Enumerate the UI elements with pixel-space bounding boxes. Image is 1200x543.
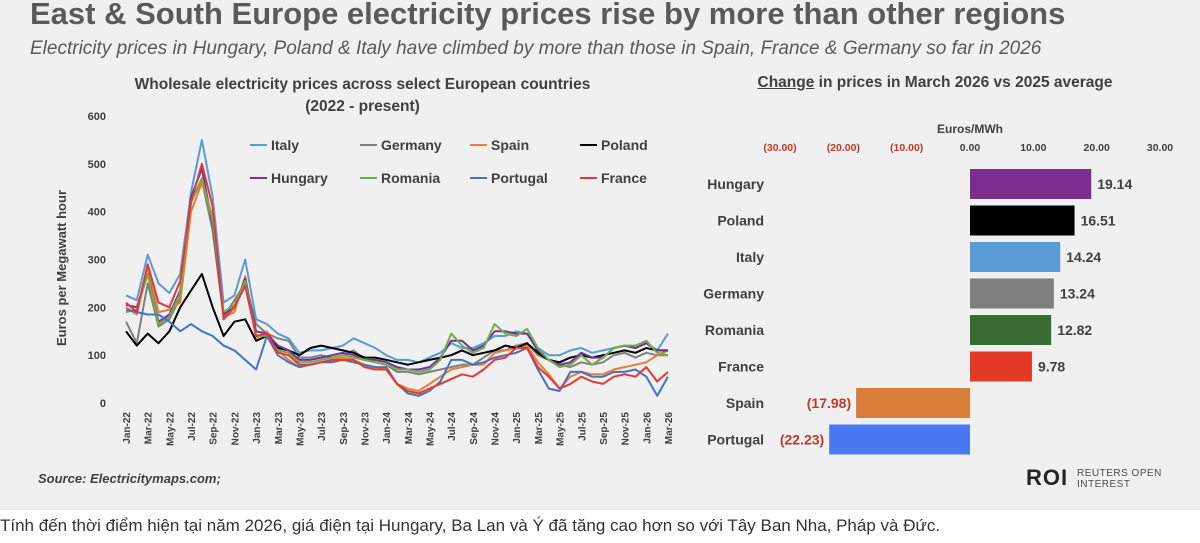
bar-value-label: 9.78 xyxy=(1038,359,1065,375)
x-tick-label: Mar-23 xyxy=(274,412,285,445)
bar-category-label: Italy xyxy=(736,249,764,265)
line-chart-title-line1: Wholesale electricity prices across sele… xyxy=(134,76,591,93)
bar-axis-label: Euros/MWh xyxy=(937,122,1003,136)
source-note: Source: Electricitymaps.com; xyxy=(38,471,221,486)
bar xyxy=(856,388,970,418)
bar-chart-title-underlined: Change xyxy=(757,74,815,91)
bar xyxy=(829,424,970,455)
bar-chart-title: Change in prices in March 2026 vs 2025 a… xyxy=(720,74,1150,92)
bar xyxy=(970,351,1032,382)
x-tick-label: Sep-24 xyxy=(469,412,480,445)
bar-x-tick-label: (30.00) xyxy=(763,142,796,154)
article-caption: Tính đến thời điểm hiện tại năm 2026, gi… xyxy=(0,516,941,535)
x-tick-label: Jul-23 xyxy=(317,412,328,441)
roi-logo: ROI xyxy=(1026,465,1069,490)
roi-logo-text-line1: REUTERS OPEN xyxy=(1077,468,1162,479)
bar-x-tick-label: 10.00 xyxy=(1020,142,1046,154)
bar xyxy=(970,242,1061,272)
y-axis-label: Euros per Megawatt hour xyxy=(54,190,69,346)
x-tick-label: Nov-22 xyxy=(230,412,241,446)
x-tick-label: Mar-24 xyxy=(404,412,415,445)
main-subtitle: Electricity prices in Hungary, Poland & … xyxy=(30,38,1042,59)
y-tick-label: 300 xyxy=(88,255,106,267)
bar-value-label: 13.24 xyxy=(1060,286,1095,302)
x-tick-label: Jan-24 xyxy=(382,412,393,444)
bar-category-label: Poland xyxy=(717,213,764,229)
x-tick-label: Sep-22 xyxy=(209,412,220,445)
x-tick-label: Mar-25 xyxy=(534,412,545,445)
bar xyxy=(970,169,1092,199)
x-tick-label: Jul-22 xyxy=(187,412,198,441)
legend-label: Hungary xyxy=(271,170,328,186)
x-tick-label: Nov-23 xyxy=(360,412,371,446)
bar-value-label: 12.82 xyxy=(1057,322,1092,338)
bar xyxy=(970,278,1054,309)
series-line xyxy=(125,162,669,395)
bar xyxy=(970,205,1075,236)
line-chart-title: Wholesale electricity prices across sele… xyxy=(80,74,645,118)
x-tick-label: Jan-22 xyxy=(122,412,133,444)
x-tick-label: Jan-26 xyxy=(642,412,653,444)
bar-category-label: France xyxy=(718,359,764,375)
legend-label: Poland xyxy=(601,137,648,153)
y-tick-label: 0 xyxy=(100,398,106,410)
bar-category-label: Hungary xyxy=(707,176,764,192)
legend-label: Germany xyxy=(381,137,442,153)
bar xyxy=(970,315,1052,345)
main-title: East & South Europe electricity prices r… xyxy=(30,0,1066,31)
legend-label: Spain xyxy=(491,137,529,153)
x-tick-label: Jan-23 xyxy=(252,412,263,444)
bar-category-label: Germany xyxy=(703,286,764,302)
x-tick-label: May-23 xyxy=(295,412,306,446)
legend-label: France xyxy=(601,170,647,186)
x-tick-label: May-24 xyxy=(426,412,437,446)
x-tick-label: May-25 xyxy=(556,412,567,446)
x-tick-label: Nov-25 xyxy=(621,412,632,446)
bar-category-label: Romania xyxy=(705,322,764,338)
bar-x-tick-label: 0.00 xyxy=(960,142,981,154)
bar-x-tick-label: 30.00 xyxy=(1147,142,1173,154)
x-tick-label: Sep-25 xyxy=(599,412,610,445)
series-line xyxy=(125,138,669,364)
bar-category-label: Spain xyxy=(726,395,764,411)
charts-canvas: 0 100 200 300 400 500 600 Euros per Megawatt ho… xyxy=(54,111,1173,455)
bar-chart-title-rest: in prices in March 2026 vs 2025 average xyxy=(814,74,1113,91)
y-tick-label: 200 xyxy=(88,302,106,314)
legend-label: Italy xyxy=(271,137,299,153)
bar-value-label: 16.51 xyxy=(1081,213,1116,229)
series-line xyxy=(125,179,668,376)
x-tick-label: Mar-26 xyxy=(664,412,675,445)
bar-category-label: Portugal xyxy=(707,432,764,448)
x-tick-label: Mar-22 xyxy=(144,412,155,445)
line-chart-title-line2: (2022 - present) xyxy=(305,98,420,115)
infographic: East & South Europe electricity prices r… xyxy=(0,0,1200,510)
y-tick-label: 500 xyxy=(88,159,106,171)
bar-x-tick-label: (10.00) xyxy=(890,142,923,154)
legend-label: Romania xyxy=(381,170,440,186)
y-tick-label: 600 xyxy=(88,111,106,123)
x-tick-label: May-22 xyxy=(165,412,176,446)
bar-value-label: (17.98) xyxy=(807,395,851,411)
x-tick-label: Jul-24 xyxy=(447,412,458,441)
bar-value-label: 14.24 xyxy=(1066,249,1101,265)
bar-value-label: 19.14 xyxy=(1097,176,1132,192)
y-tick-label: 100 xyxy=(88,350,106,362)
x-tick-label: Jan-25 xyxy=(512,412,523,444)
y-tick-label: 400 xyxy=(88,207,106,219)
legend-label: Portugal xyxy=(491,170,548,186)
bar-x-tick-label: (20.00) xyxy=(827,142,860,154)
x-tick-label: Jul-25 xyxy=(577,412,588,441)
bar-value-label: (22.23) xyxy=(780,432,824,448)
x-tick-label: Sep-23 xyxy=(339,412,350,445)
roi-logo-text: REUTERS OPEN INTEREST xyxy=(1077,468,1177,490)
roi-logo-text-line2: INTEREST xyxy=(1077,479,1131,490)
x-tick-label: Nov-24 xyxy=(491,412,502,446)
bar-x-tick-label: 20.00 xyxy=(1084,142,1110,154)
